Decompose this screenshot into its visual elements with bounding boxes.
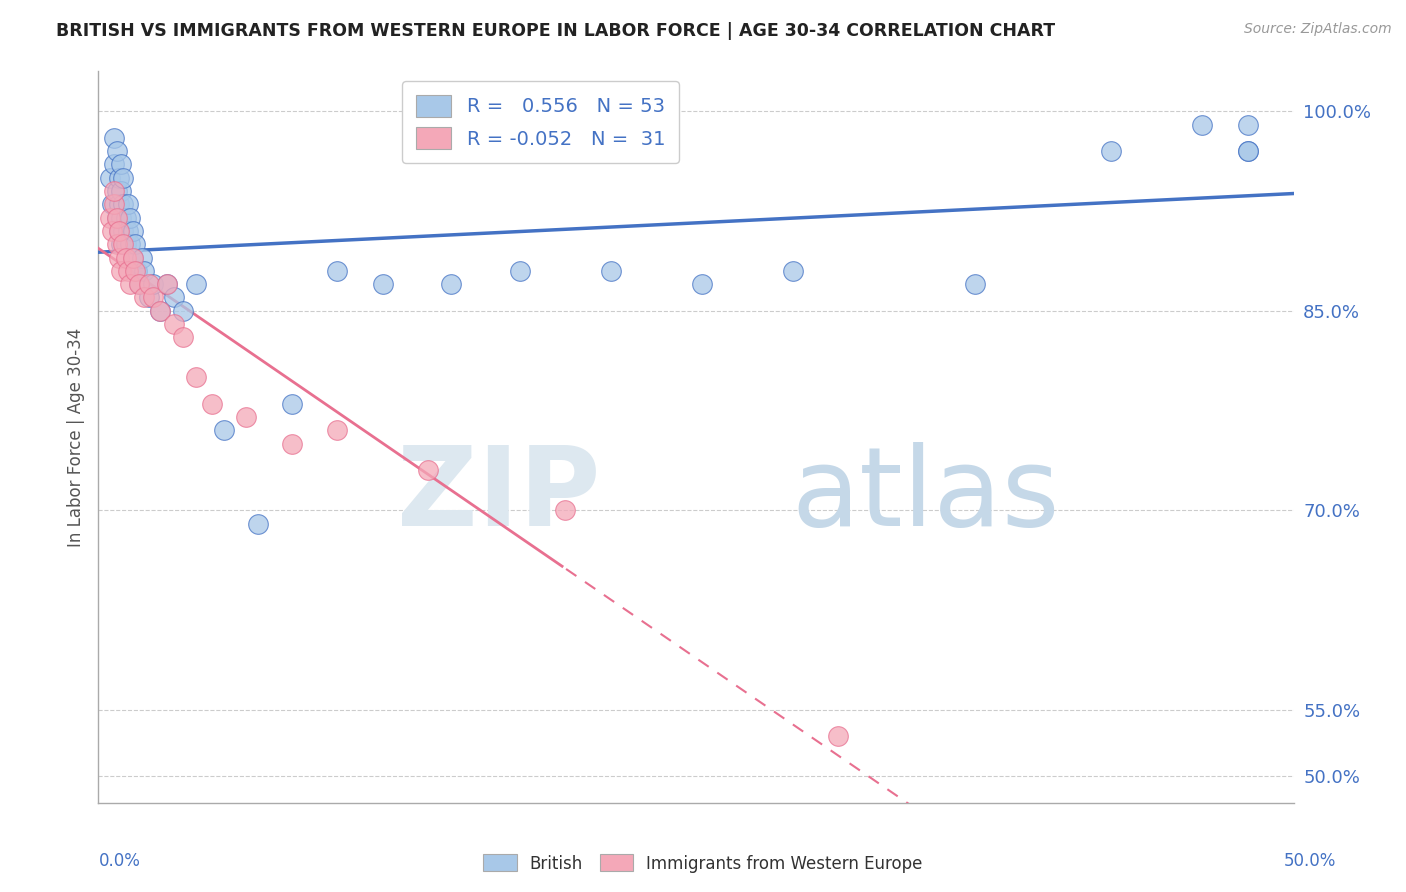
Point: [281, 436, 304, 450]
Point: [246, 516, 269, 531]
Point: [138, 290, 160, 304]
Point: [1099, 144, 1122, 158]
Point: [132, 290, 155, 304]
Point: [599, 264, 621, 278]
Point: [117, 224, 139, 238]
Point: [418, 463, 440, 477]
Point: [121, 251, 143, 265]
Point: [440, 277, 463, 292]
Point: [114, 211, 136, 225]
Point: [103, 197, 125, 211]
Point: [120, 277, 142, 292]
Text: atlas: atlas: [792, 442, 1060, 549]
Text: ZIP: ZIP: [396, 442, 600, 549]
Point: [112, 237, 135, 252]
Point: [98, 170, 121, 185]
Point: [127, 264, 149, 278]
Point: [128, 277, 150, 292]
Point: [326, 424, 349, 438]
Point: [554, 503, 576, 517]
Point: [110, 184, 132, 198]
Point: [963, 277, 986, 292]
Point: [108, 251, 131, 265]
Point: [112, 170, 135, 185]
Point: [105, 184, 128, 198]
Point: [827, 729, 849, 743]
Point: [101, 224, 124, 238]
Point: [201, 397, 224, 411]
Text: 0.0%: 0.0%: [98, 852, 141, 870]
Point: [108, 224, 131, 238]
Point: [103, 184, 125, 198]
Point: [186, 370, 208, 384]
Point: [371, 277, 394, 292]
Text: Source: ZipAtlas.com: Source: ZipAtlas.com: [1244, 22, 1392, 37]
Point: [105, 237, 128, 252]
Point: [149, 303, 172, 318]
Point: [120, 237, 142, 252]
Point: [110, 237, 132, 252]
Point: [124, 264, 146, 278]
Point: [121, 251, 143, 265]
Point: [162, 317, 184, 331]
Point: [114, 237, 136, 252]
Point: [108, 224, 131, 238]
Point: [108, 170, 131, 185]
Point: [235, 410, 257, 425]
Point: [1237, 118, 1260, 132]
Point: [212, 424, 235, 438]
Point: [1191, 118, 1213, 132]
Point: [172, 303, 194, 318]
Point: [103, 157, 125, 171]
Point: [149, 303, 172, 318]
Legend: R =   0.556   N = 53, R = -0.052   N =  31: R = 0.556 N = 53, R = -0.052 N = 31: [402, 81, 679, 163]
Point: [142, 290, 165, 304]
Text: BRITISH VS IMMIGRANTS FROM WESTERN EUROPE IN LABOR FORCE | AGE 30-34 CORRELATION: BRITISH VS IMMIGRANTS FROM WESTERN EUROP…: [56, 22, 1056, 40]
Point: [105, 211, 128, 225]
Point: [124, 237, 146, 252]
Point: [132, 264, 155, 278]
Point: [110, 211, 132, 225]
Point: [112, 224, 135, 238]
Point: [114, 251, 136, 265]
Point: [509, 264, 531, 278]
Point: [1237, 144, 1260, 158]
Point: [156, 277, 179, 292]
Point: [186, 277, 208, 292]
Point: [162, 290, 184, 304]
Point: [105, 144, 128, 158]
Point: [101, 197, 124, 211]
Y-axis label: In Labor Force | Age 30-34: In Labor Force | Age 30-34: [66, 327, 84, 547]
Point: [128, 277, 150, 292]
Legend: British, Immigrants from Western Europe: British, Immigrants from Western Europe: [477, 847, 929, 880]
Point: [138, 277, 160, 292]
Text: 50.0%: 50.0%: [1284, 852, 1336, 870]
Point: [112, 197, 135, 211]
Point: [120, 211, 142, 225]
Point: [326, 264, 349, 278]
Point: [105, 211, 128, 225]
Point: [110, 264, 132, 278]
Point: [782, 264, 804, 278]
Point: [690, 277, 713, 292]
Point: [172, 330, 194, 344]
Point: [110, 157, 132, 171]
Point: [117, 264, 139, 278]
Point: [103, 131, 125, 145]
Point: [108, 197, 131, 211]
Point: [281, 397, 304, 411]
Point: [142, 277, 165, 292]
Point: [131, 251, 153, 265]
Point: [156, 277, 179, 292]
Point: [117, 197, 139, 211]
Point: [98, 211, 121, 225]
Point: [121, 224, 143, 238]
Point: [1237, 144, 1260, 158]
